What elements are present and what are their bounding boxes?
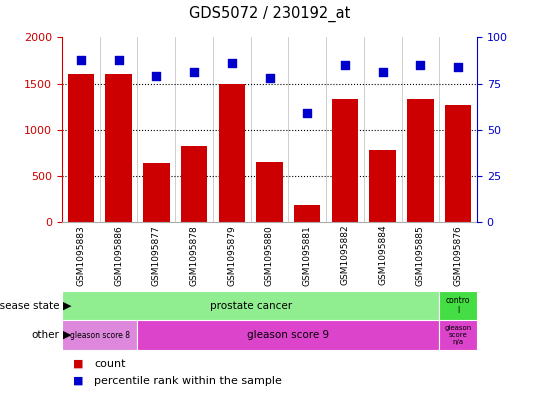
Bar	[294, 206, 320, 222]
Point	[114, 56, 123, 62]
Point	[190, 69, 198, 75]
Text: disease state: disease state	[0, 301, 59, 310]
Bar	[407, 99, 433, 222]
Point	[77, 56, 85, 62]
Bar	[62, 320, 137, 350]
Point	[416, 62, 425, 68]
Bar	[143, 163, 169, 222]
Text: gleason
score
n/a: gleason score n/a	[445, 325, 472, 345]
Text: ■: ■	[73, 376, 83, 386]
Bar	[219, 83, 245, 222]
Point	[454, 64, 462, 70]
Text: prostate cancer: prostate cancer	[210, 301, 292, 310]
Point	[378, 69, 387, 75]
Bar	[181, 146, 207, 222]
Bar	[445, 105, 471, 222]
Bar	[439, 320, 477, 350]
Text: percentile rank within the sample: percentile rank within the sample	[94, 376, 282, 386]
Text: ▶: ▶	[63, 301, 71, 310]
Text: ▶: ▶	[63, 330, 71, 340]
Bar	[137, 320, 439, 350]
Text: count: count	[94, 358, 126, 369]
Bar	[257, 162, 282, 222]
Bar	[332, 99, 358, 222]
Bar	[68, 74, 94, 222]
Text: gleason score 8: gleason score 8	[70, 331, 130, 340]
Text: GDS5072 / 230192_at: GDS5072 / 230192_at	[189, 6, 350, 22]
Point	[341, 62, 349, 68]
Bar	[106, 74, 132, 222]
Point	[265, 75, 274, 81]
Text: ■: ■	[73, 358, 83, 369]
Bar	[370, 150, 396, 222]
Point	[227, 60, 236, 66]
Bar	[439, 291, 477, 320]
Text: gleason score 9: gleason score 9	[247, 330, 329, 340]
Point	[303, 110, 312, 116]
Point	[152, 73, 161, 79]
Text: other: other	[31, 330, 59, 340]
Text: contro
l: contro l	[446, 296, 471, 315]
